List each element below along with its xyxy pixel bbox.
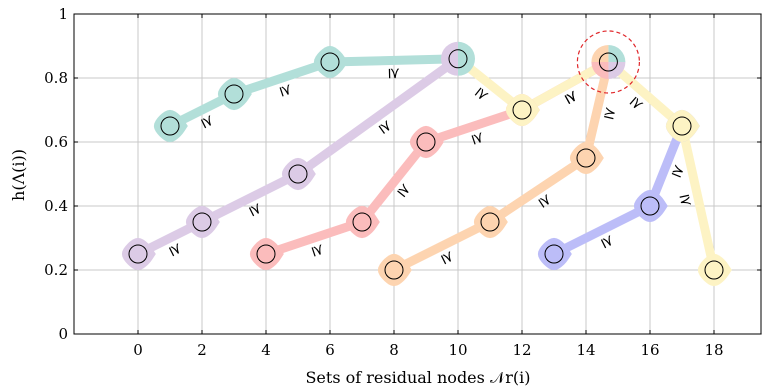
node-marker <box>576 148 596 168</box>
node-marker <box>704 260 724 280</box>
y-tick-label: 0.6 <box>44 133 68 151</box>
node-marker <box>160 116 180 136</box>
shared-node-blob-sector <box>591 62 609 79</box>
node-marker <box>480 212 500 232</box>
node-marker <box>640 196 660 216</box>
x-tick-label: 4 <box>261 341 271 359</box>
series-line <box>549 121 687 259</box>
x-tick-label: 0 <box>133 341 143 359</box>
y-tick-label: 0.2 <box>44 261 68 279</box>
tick-labels: 0 2 4 6 8 10 12 14 16 18 0 0.2 0.4 0.6 0.8 1 <box>44 5 723 359</box>
series-line <box>389 57 613 275</box>
node-marker <box>544 244 564 264</box>
y-tick-label: 1 <box>58 5 68 23</box>
shared-node-blob-sector <box>608 45 626 62</box>
node-marker <box>320 52 340 72</box>
x-tick-label: 2 <box>197 341 207 359</box>
y-tick-label: 0.4 <box>44 197 68 215</box>
series-line <box>133 54 463 259</box>
y-tick-label: 0 <box>58 325 68 343</box>
node-marker <box>598 52 618 72</box>
node-blob <box>249 237 284 271</box>
node-blob <box>569 141 604 175</box>
node-blob <box>409 125 444 159</box>
x-tick-label: 12 <box>512 341 531 359</box>
highlight-circle <box>576 30 641 94</box>
dominance-symbol: ⪰ <box>308 242 329 260</box>
node-marker <box>224 84 244 104</box>
node-blob <box>665 109 700 143</box>
node-marker <box>672 116 692 136</box>
node-marker <box>512 100 532 120</box>
node-blob <box>473 205 508 239</box>
y-tick-label: 0.8 <box>44 69 68 87</box>
node-blob <box>345 205 380 239</box>
node-marker <box>288 164 308 184</box>
x-axis-title: Sets of residual nodes 𝒩r(i) <box>305 368 530 387</box>
node-marker <box>256 244 276 264</box>
node-blobs <box>121 41 732 287</box>
x-tick-label: 6 <box>325 341 335 359</box>
dominance-symbol: ⪰ <box>602 103 618 123</box>
node-blob <box>633 189 668 223</box>
node-blob <box>185 205 220 239</box>
dominance-symbol: ⪰ <box>669 160 687 181</box>
node-blob <box>537 237 572 271</box>
x-tick-label: 8 <box>389 341 399 359</box>
y-axis-title: h(Λ(i)) <box>9 149 28 201</box>
node-blob <box>153 109 188 143</box>
node-marker <box>352 212 372 232</box>
dominance-symbol: ⪰ <box>276 82 297 100</box>
shared-node-blob-sector <box>608 62 626 79</box>
node-blob <box>313 45 348 79</box>
x-tick-label: 18 <box>704 341 723 359</box>
node-blob <box>121 237 156 271</box>
node-blob <box>505 93 540 127</box>
axes-frame <box>73 13 762 335</box>
node-marker <box>128 244 148 264</box>
node-marker <box>416 132 436 152</box>
series-line <box>165 54 463 131</box>
shared-node-blob-sector <box>591 45 609 62</box>
x-tick-label: 16 <box>640 341 659 359</box>
node-marker <box>448 49 468 69</box>
node-markers <box>128 30 724 280</box>
node-blob <box>377 253 412 287</box>
node-blob <box>281 157 316 191</box>
dominance-symbol: ⪰ <box>468 130 489 148</box>
node-blob <box>697 253 732 287</box>
dominance-symbol: ⪰ <box>677 191 693 211</box>
x-tick-label: 14 <box>576 341 595 359</box>
dominance-symbol: ⪰ <box>385 67 403 80</box>
node-blob <box>217 77 252 111</box>
x-tick-label: 10 <box>448 341 467 359</box>
node-marker <box>192 212 212 232</box>
node-marker <box>384 260 404 280</box>
plot-border <box>73 13 762 335</box>
